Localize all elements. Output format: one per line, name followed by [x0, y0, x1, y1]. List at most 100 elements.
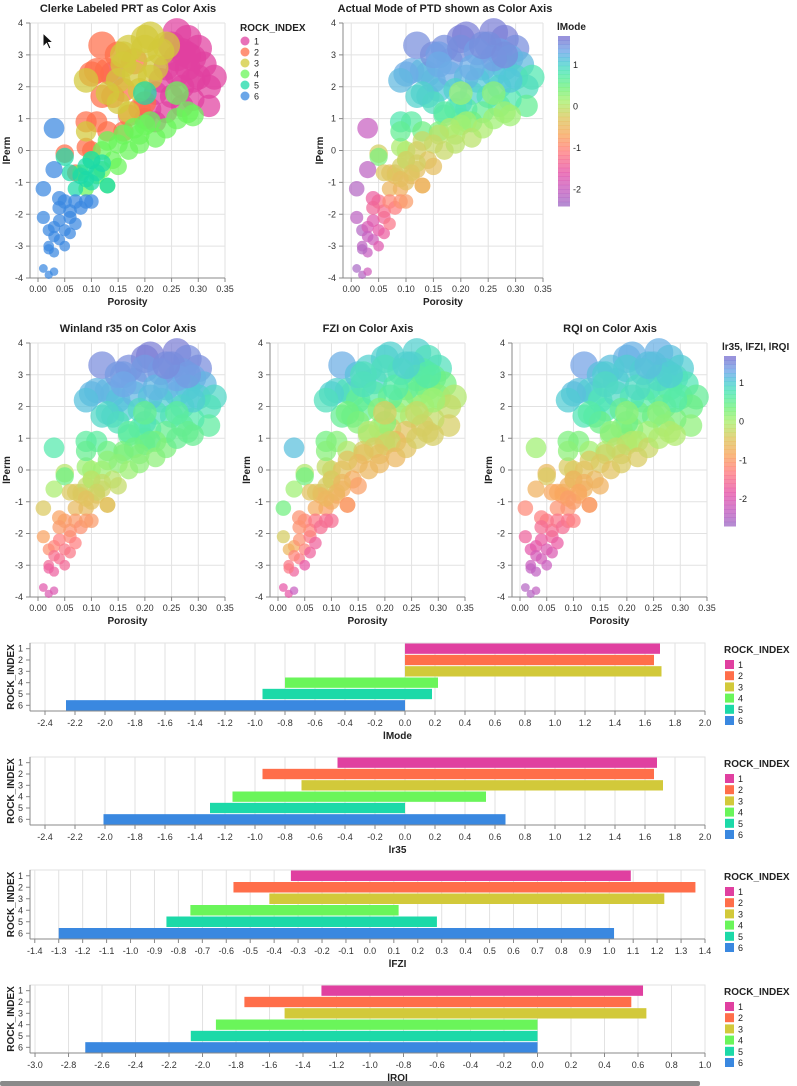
data-point	[64, 546, 76, 559]
data-point	[350, 371, 377, 398]
legend-swatch	[725, 943, 734, 952]
data-point	[359, 161, 377, 179]
x-tick-label: 1.4	[609, 718, 622, 728]
x-tick-label: 0.00	[342, 284, 360, 294]
legend-label: 2	[738, 785, 743, 795]
x-tick-label: -0.4	[463, 1060, 479, 1070]
y-tick-label: 3	[18, 50, 23, 60]
x-tick-label: -2.0	[195, 1060, 211, 1070]
data-point	[67, 500, 84, 516]
legend-label: 3	[738, 909, 743, 919]
legend-label: 5	[738, 705, 743, 715]
x-tick-label: 1.4	[699, 946, 712, 956]
legend-label: 1	[738, 660, 743, 670]
legend-gradient-band	[558, 155, 570, 160]
x-tick-label: -1.2	[217, 718, 233, 728]
y-tick-label: 6	[18, 700, 23, 710]
y-tick-label: 2	[500, 402, 505, 412]
x-tick-label: 0.0	[399, 832, 412, 842]
y-tick-label: -3	[15, 560, 23, 570]
legend-label: 2	[738, 1013, 743, 1023]
legend-gradient-band	[558, 201, 570, 207]
x-tick-label: -1.4	[187, 718, 203, 728]
x-tick-label: -0.2	[367, 718, 383, 728]
legend-label: 1	[738, 1002, 743, 1012]
y-tick-label: 3	[18, 894, 23, 904]
legend-gradient-band	[724, 513, 736, 518]
legend-gradient-band	[724, 381, 736, 387]
legend-swatch	[725, 796, 734, 806]
data-point	[142, 54, 169, 81]
x-tick-label: -2.0	[97, 832, 113, 842]
legend-label: 6	[254, 92, 259, 102]
legend-title: ROCK_INDEX	[724, 987, 790, 998]
y-tick-label: 4	[18, 338, 23, 348]
data-point	[38, 264, 48, 273]
y-tick-label: 1	[18, 986, 23, 996]
data-point	[142, 374, 169, 401]
x-tick-label: 0.20	[136, 603, 154, 613]
data-point	[357, 117, 379, 139]
data-point	[445, 134, 465, 154]
legend-gradient-band	[558, 167, 570, 173]
legend-gradient-band	[724, 398, 736, 404]
horizontal-scrollbar[interactable]	[0, 1081, 700, 1086]
legend-gradient-band	[558, 57, 570, 62]
legend-gradient-band	[558, 116, 570, 122]
data-point	[549, 500, 566, 516]
y-tick-label: -3	[328, 241, 336, 251]
legend-label: 5	[738, 932, 743, 942]
data-point	[390, 121, 411, 142]
x-tick-label: -0.2	[367, 832, 383, 842]
data-point	[110, 371, 137, 398]
x-tick-label: 1.0	[549, 718, 562, 728]
x-tick-label: -1.8	[127, 718, 143, 728]
y-tick-label: 3	[18, 1008, 23, 1018]
y-tick-label: -3	[497, 560, 505, 570]
y-axis-title: ROCK_INDEX	[6, 986, 17, 1052]
x-axis-title: Porosity	[589, 616, 629, 627]
x-tick-label: -0.3	[290, 946, 306, 956]
legend-gradient-band	[558, 87, 570, 92]
data-point	[388, 68, 413, 93]
data-point	[369, 147, 388, 167]
legend-swatch	[725, 887, 734, 896]
x-axis-title: Porosity	[107, 297, 147, 308]
data-point	[422, 424, 444, 446]
legend-title: lr35, lFZI, lRQI	[722, 342, 789, 353]
legend-tick-label: -2	[573, 184, 581, 194]
legend-gradient-band	[724, 492, 736, 497]
legend-gradient-band	[558, 91, 570, 96]
data-point	[283, 563, 294, 574]
data-point	[43, 244, 54, 255]
x-tick-label: -0.2	[314, 946, 330, 956]
bar-chart-bar-lmode: -2.4 -2.2 -2.0 -1.8 -1.6 -1.4 -1.2 -1.0 -0.8 -0.6…	[6, 642, 790, 742]
data-point	[448, 81, 473, 105]
legend-swatch	[725, 931, 734, 941]
x-tick-label: 0.00	[269, 603, 287, 613]
x-tick-label: 0.25	[163, 284, 181, 294]
x-tick-label: 0.0	[364, 946, 377, 956]
legend-gradient-band	[724, 364, 736, 370]
x-tick-label: 2.0	[699, 832, 712, 842]
x-tick-label: 0.8	[519, 718, 532, 728]
x-tick-label: -1.2	[329, 1060, 345, 1070]
data-point	[366, 200, 381, 215]
legend-gradient-band	[558, 138, 570, 143]
legend-label: 6	[738, 830, 743, 840]
x-tick-label: 0.30	[672, 603, 690, 613]
bar-rock-3	[301, 780, 663, 791]
x-tick-label: 0.25	[163, 603, 181, 613]
x-tick-label: -2.6	[94, 1060, 110, 1070]
data-point	[555, 387, 581, 413]
legend-gradient-band	[724, 432, 736, 438]
bar-rock-5	[166, 916, 437, 927]
x-tick-label: 0.25	[645, 603, 663, 613]
x-tick-label: 0.15	[109, 603, 127, 613]
x-tick-label: 1.0	[699, 1060, 712, 1070]
x-tick-label: 0.4	[459, 832, 472, 842]
data-point	[481, 81, 506, 105]
data-point	[99, 497, 116, 513]
data-point	[109, 157, 127, 176]
